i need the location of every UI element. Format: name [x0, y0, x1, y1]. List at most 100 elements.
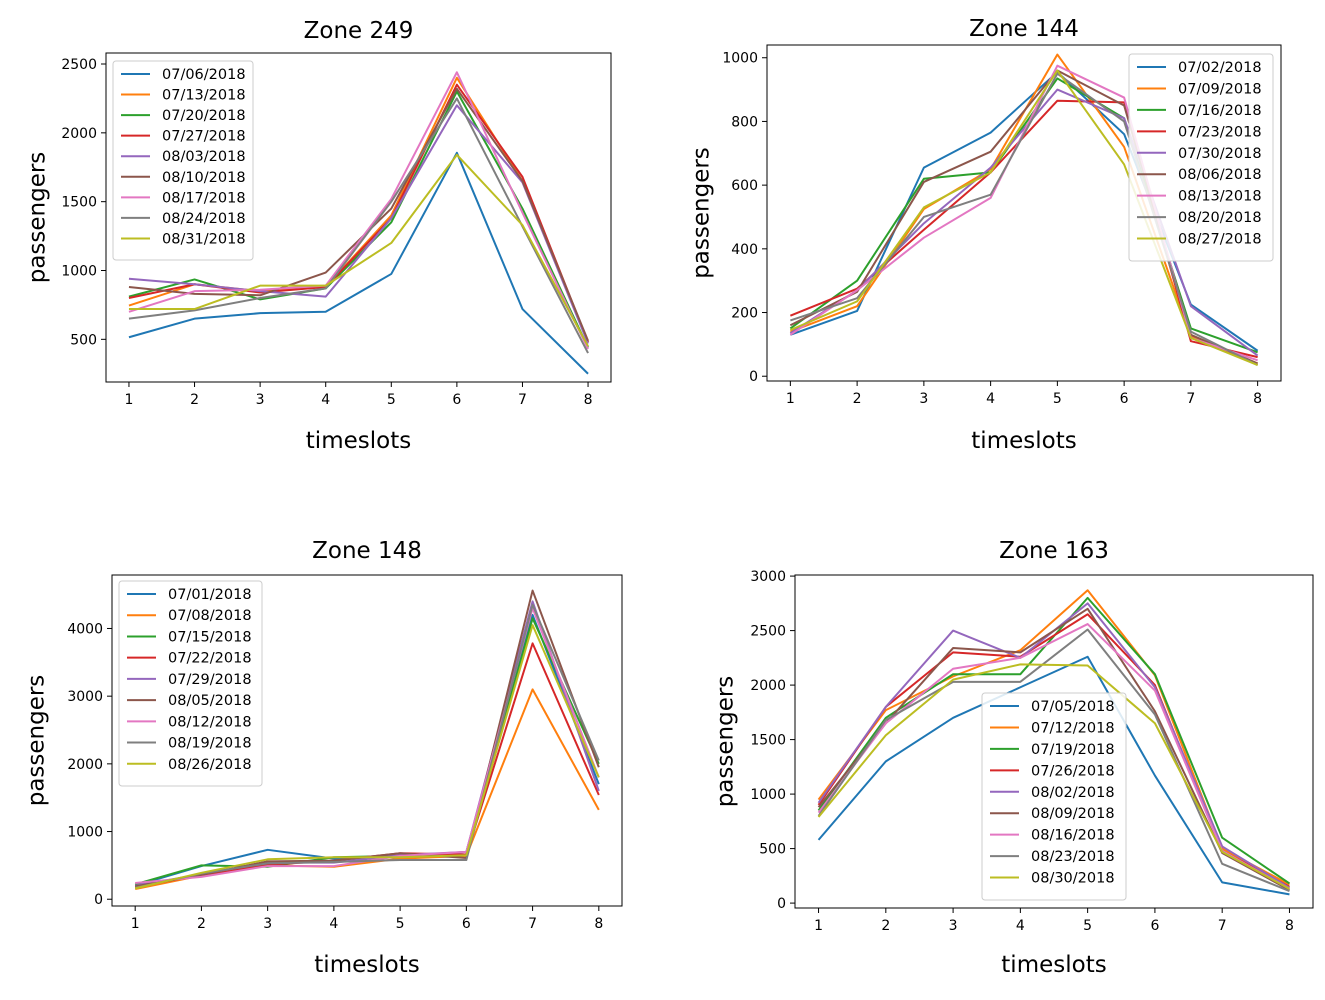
- legend-entry: 08/20/2018: [1178, 210, 1262, 226]
- x-tick-label: 5: [1053, 391, 1062, 407]
- legend-entry: 08/23/2018: [1031, 849, 1115, 865]
- y-axis-label: passengers: [25, 152, 51, 284]
- legend-entry: 08/06/2018: [1178, 167, 1262, 183]
- legend-box: [1128, 53, 1274, 262]
- x-tick-label: 2: [197, 916, 206, 932]
- legend: 07/06/2018 07/13/2018 07/20/2018 07/27/2018…: [112, 60, 254, 261]
- x-tick-label: 3: [949, 918, 958, 934]
- x-tick-label: 1: [124, 392, 133, 408]
- y-tick-label: 1000: [750, 787, 786, 803]
- x-tick-label: 1: [786, 391, 795, 407]
- y-tick-label: 1500: [750, 733, 786, 749]
- x-axis-label: timeslots: [971, 428, 1076, 454]
- legend-entry: 07/30/2018: [1178, 146, 1262, 162]
- y-tick-label: 0: [94, 892, 103, 908]
- series-line-1: [128, 151, 589, 375]
- x-tick-label: 6: [1120, 391, 1129, 407]
- x-tick-label: 5: [396, 916, 405, 932]
- x-tick-label: 2: [190, 392, 199, 408]
- series-line-1: [817, 655, 1290, 896]
- y-tick-label: 3000: [750, 569, 786, 585]
- legend-entry: 08/26/2018: [168, 757, 252, 773]
- series-line-7: [128, 71, 589, 350]
- x-tick-label: 3: [919, 391, 928, 407]
- y-tick-label: 2000: [750, 678, 786, 694]
- chart-3: Zone 148 timeslots passengers 1 2 3 4 5 6 7 8 0 1000…: [24, 538, 623, 978]
- x-tick-label: 5: [387, 392, 396, 408]
- y-axis-label: passengers: [713, 676, 739, 808]
- plot-frame: [105, 52, 612, 383]
- x-tick-label: 1: [131, 916, 140, 932]
- legend-entry: 07/29/2018: [168, 672, 252, 688]
- y-tick-label: 1000: [722, 51, 758, 67]
- x-tick-label: 2: [853, 391, 862, 407]
- x-tick-label: 2: [881, 918, 890, 934]
- legend-entry: 07/15/2018: [168, 629, 252, 645]
- x-tick-label: 1: [814, 918, 823, 934]
- x-tick-label: 6: [1150, 918, 1159, 934]
- legend: 07/05/2018 07/12/2018 07/19/2018 07/26/2018…: [981, 692, 1127, 901]
- y-axis-label: passengers: [24, 675, 50, 807]
- y-tick-label: 500: [759, 842, 786, 858]
- y-tick-label: 3000: [67, 689, 103, 705]
- x-tick-label: 4: [1016, 918, 1025, 934]
- x-tick-label: 7: [1186, 391, 1195, 407]
- legend-entry: 08/31/2018: [162, 231, 246, 247]
- y-tick-label: 600: [731, 178, 758, 194]
- series-line-6: [128, 87, 589, 342]
- legend-entry: 07/13/2018: [162, 88, 246, 104]
- legend-entry: 08/03/2018: [162, 149, 246, 165]
- series-line-9: [128, 153, 589, 347]
- y-tick-label: 800: [731, 114, 758, 130]
- legend-entry: 07/19/2018: [1031, 742, 1115, 758]
- x-tick-label: 6: [462, 916, 471, 932]
- x-tick-label: 7: [1218, 918, 1227, 934]
- legend-entry: 08/05/2018: [168, 693, 252, 709]
- y-tick-label: 4000: [67, 621, 103, 637]
- legend: 07/02/2018 07/09/2018 07/16/2018 07/23/2018…: [1128, 53, 1274, 262]
- series-line-9: [789, 69, 1259, 367]
- x-tick-label: 5: [1083, 918, 1092, 934]
- y-tick-label: 2500: [750, 624, 786, 640]
- y-tick-label: 1500: [61, 195, 97, 211]
- x-axis-label: timeslots: [306, 428, 411, 454]
- plot-frame: [111, 574, 623, 907]
- legend-entry: 07/22/2018: [168, 651, 252, 667]
- chart-2: Zone 144 timeslots passengers 1 2 3 4 5 6 7 8 0 200 4…: [689, 16, 1282, 454]
- legend-entry: 07/09/2018: [1178, 81, 1262, 97]
- plot-frame: [766, 44, 1282, 382]
- plot-frame: [794, 574, 1314, 909]
- x-tick-label: 8: [594, 916, 603, 932]
- x-tick-label: 4: [329, 916, 338, 932]
- x-axis-label: timeslots: [314, 952, 419, 978]
- x-tick-label: 7: [528, 916, 537, 932]
- chart-4: Zone 163 timeslots passengers 1 2 3 4 5 6 7 8 0 500 1…: [713, 538, 1314, 978]
- y-axis-label: passengers: [689, 147, 715, 279]
- series-line-8: [134, 603, 600, 889]
- legend-entry: 07/26/2018: [1031, 763, 1115, 779]
- legend-entry: 08/16/2018: [1031, 828, 1115, 844]
- x-tick-label: 3: [256, 392, 265, 408]
- legend-entry: 08/30/2018: [1031, 871, 1115, 887]
- series-line-8: [128, 97, 589, 354]
- legend-entry: 08/09/2018: [1031, 806, 1115, 822]
- chart-title: Zone 144: [969, 16, 1079, 42]
- chart-1: Zone 249 timeslots passengers 1 2 3 4 5 6 7 8 500 10…: [25, 18, 612, 454]
- chart-title: Zone 148: [312, 538, 422, 564]
- series-line-8: [817, 628, 1290, 893]
- legend-box: [118, 580, 263, 787]
- series-line-5: [789, 88, 1259, 357]
- legend: 07/01/2018 07/08/2018 07/15/2018 07/22/2018…: [118, 580, 263, 787]
- y-tick-label: 2500: [61, 57, 97, 73]
- x-tick-label: 8: [1285, 918, 1294, 934]
- x-tick-label: 8: [1253, 391, 1262, 407]
- x-tick-label: 4: [986, 391, 995, 407]
- x-tick-label: 8: [584, 392, 593, 408]
- legend-entry: 07/01/2018: [168, 587, 252, 603]
- chart-title: Zone 163: [999, 538, 1109, 564]
- legend-entry: 07/16/2018: [1178, 103, 1262, 119]
- legend-box: [112, 60, 254, 261]
- x-tick-label: 6: [452, 392, 461, 408]
- y-tick-label: 2000: [61, 126, 97, 142]
